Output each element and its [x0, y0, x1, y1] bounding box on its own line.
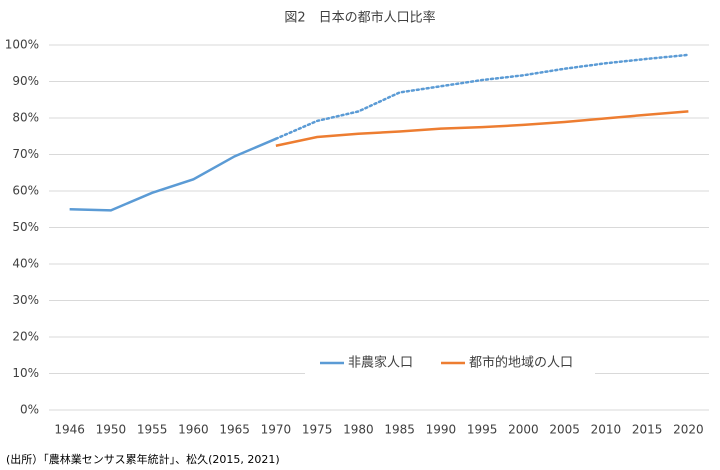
x-tick-label: 1965 [219, 423, 250, 437]
x-tick-label: 2020 [673, 423, 704, 437]
x-tick-label: 1980 [343, 423, 374, 437]
x-tick-label: 1990 [426, 423, 457, 437]
legend-label: 非農家人口 [348, 355, 413, 371]
y-tick-label: 30% [12, 293, 39, 307]
x-tick-label: 1946 [54, 423, 85, 437]
x-tick-label: 1970 [261, 423, 292, 437]
y-tick-label: 0% [20, 403, 39, 417]
line [275, 110, 689, 147]
x-tick-label: 1985 [384, 423, 415, 437]
x-tick-label: 1950 [96, 423, 127, 437]
chart-title: 図2 日本の都市人口比率 [284, 10, 435, 26]
y-tick-label: 20% [12, 330, 39, 344]
legend: 非農家人口 都市的地域の人口 [305, 351, 595, 375]
x-tick-label: 1975 [302, 423, 333, 437]
x-tick-label: 2010 [591, 423, 622, 437]
x-tick-label: 2000 [508, 423, 539, 437]
line [69, 137, 277, 212]
y-tick-label: 80% [12, 111, 39, 125]
x-tick-label: 2005 [549, 423, 580, 437]
line [274, 53, 690, 141]
y-tick-label: 40% [12, 257, 39, 271]
y-tick-label: 60% [12, 184, 39, 198]
y-tick-label: 90% [12, 74, 39, 88]
x-tick-label: 1960 [178, 423, 209, 437]
y-tick-label: 10% [12, 366, 39, 380]
x-tick-label: 2015 [632, 423, 663, 437]
legend-label: 都市的地域の人口 [469, 355, 573, 371]
y-tick-label: 50% [12, 220, 39, 234]
x-tick-label: 1995 [467, 423, 498, 437]
source-note: (出所）「農林業センサス累年統計」、松久(2015, 2021) [6, 452, 280, 466]
x-tick-label: 1955 [137, 423, 168, 437]
y-tick-label: 100% [5, 38, 39, 52]
y-tick-label: 70% [12, 147, 39, 161]
